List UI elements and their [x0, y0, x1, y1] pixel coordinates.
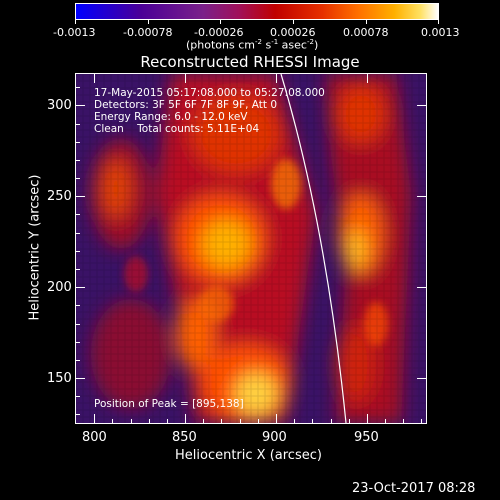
colorbar-tick-label: 0.00078 — [343, 26, 389, 39]
peak-position: Position of Peak = [895,138] — [94, 398, 244, 410]
plot-title: Reconstructed RHESSI Image — [140, 53, 360, 71]
y-axis-label: Heliocentric Y (arcsec) — [27, 174, 43, 321]
colorbar-tick-label: -0.00026 — [194, 26, 244, 39]
colorbar — [75, 3, 439, 20]
y-tick-label: 250 — [47, 189, 72, 204]
colorbar-tick-label: 0.00026 — [270, 26, 316, 39]
info-energy: Energy Range: 6.0 - 12.0 keV — [94, 111, 248, 123]
colorbar-tick-label: -0.00078 — [123, 26, 173, 39]
x-tick-label: 800 — [82, 430, 107, 445]
x-tick-label: 950 — [354, 430, 379, 445]
colorbar-tick-label: 0.0013 — [421, 26, 460, 39]
x-tick-label: 850 — [172, 430, 197, 445]
colorbar-tick-label: -0.0013 — [53, 26, 96, 39]
colorbar-ticks — [75, 20, 439, 24]
info-clean: Clean Total counts: 5.11E+04 — [94, 123, 260, 135]
footer-date: 23-Oct-2017 08:28 — [352, 481, 476, 496]
colorbar-units: (photons cm-2 s-1 asec-2) — [186, 38, 319, 52]
y-tick-label: 200 — [47, 280, 72, 295]
x-axis-label: Heliocentric X (arcsec) — [175, 448, 322, 463]
info-time: 17-May-2015 05:17:08.000 to 05:27:08.000 — [94, 87, 325, 99]
y-tick-label: 150 — [47, 371, 72, 386]
info-detectors: Detectors: 3F 5F 6F 7F 8F 9F, Att 0 — [94, 99, 278, 111]
y-tick-label: 300 — [47, 98, 72, 113]
x-tick-label: 900 — [262, 430, 287, 445]
rhessi-image — [76, 74, 426, 423]
